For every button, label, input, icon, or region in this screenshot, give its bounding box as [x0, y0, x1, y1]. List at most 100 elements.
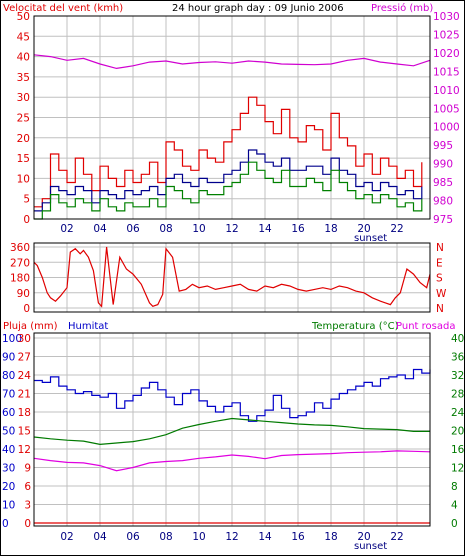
- temperature-tick-label: 16: [451, 444, 465, 456]
- pressure-tick-label: 1030: [433, 11, 460, 23]
- pressure-tick-label: 1015: [433, 66, 460, 78]
- time-tick-label-top: 06: [126, 223, 140, 235]
- humidity-panel-series: [33, 368, 431, 524]
- temperature-line: [33, 417, 430, 446]
- wind-direction-line: [33, 246, 431, 308]
- wind-speed-line: [34, 96, 423, 208]
- temperature-tick-label: 40: [451, 333, 464, 345]
- direction-tick-label: 360: [10, 242, 30, 254]
- temperature-tick-label: 8: [451, 481, 458, 493]
- wind-axis-label: Velocitat del vent (kmh): [3, 3, 123, 14]
- rain-tick-label: 18: [18, 407, 31, 419]
- rain-axis-label: Pluja (mm): [3, 321, 58, 332]
- pressure-tick-label: 995: [433, 140, 453, 152]
- time-tick-label-bottom: 16: [291, 531, 305, 543]
- temperature-tick-label: 20: [451, 426, 464, 438]
- pressure-tick-label: 980: [433, 196, 453, 208]
- time-tick-label-top: 10: [192, 223, 205, 235]
- humidity-panel-ticks: 0102030405060708090100036912151821242730…: [2, 333, 465, 543]
- wind-tick-label: 0: [23, 214, 30, 226]
- rain-tick-label: 3: [24, 500, 31, 512]
- wind-tick-label: 20: [17, 133, 30, 145]
- wind-tick-label: 30: [17, 92, 30, 104]
- compass-label: E: [436, 257, 443, 269]
- time-tick-label-bottom: 20: [357, 531, 370, 543]
- direction-tick-label: 270: [10, 257, 30, 269]
- pressure-line: [33, 54, 431, 70]
- time-tick-label-top: 02: [60, 223, 73, 235]
- wind-tick-label: 5: [23, 194, 30, 206]
- temperature-tick-label: 24: [451, 407, 465, 419]
- rain-tick-label: 21: [18, 389, 31, 401]
- compass-label: W: [436, 288, 447, 300]
- pressure-tick-label: 1000: [433, 122, 460, 134]
- wind-tick-label: 25: [17, 113, 30, 125]
- wind-panel-series: [33, 54, 431, 220]
- wind-tick-label: 10: [17, 173, 30, 185]
- humidity-tick-label: 40: [2, 444, 15, 456]
- time-tick-label-bottom: 22: [390, 531, 403, 543]
- direction-panel-frame: [33, 242, 431, 313]
- pressure-tick-label: 1025: [433, 29, 460, 41]
- humidity-tick-label: 50: [2, 426, 15, 438]
- humidity-axis-label: Humitat: [68, 321, 108, 332]
- wind-tick-label: 35: [17, 72, 30, 84]
- rain-tick-label: 24: [18, 370, 32, 382]
- time-tick-label-top: 18: [324, 223, 337, 235]
- humidity-tick-label: 70: [2, 389, 15, 401]
- wind-tick-label: 15: [17, 153, 30, 165]
- wind-min-line: [34, 161, 423, 220]
- time-tick-label-bottom: 10: [192, 531, 205, 543]
- direction-panel-series: [33, 246, 431, 308]
- humidity-tick-label: 10: [2, 500, 15, 512]
- rain-tick-label: 9: [24, 463, 31, 475]
- wind-tick-label: 50: [17, 11, 30, 23]
- pressure-tick-label: 1010: [433, 85, 460, 97]
- time-tick-label-bottom: 14: [258, 531, 272, 543]
- humidity-tick-label: 0: [2, 518, 9, 530]
- time-tick-label-top: 12: [225, 223, 238, 235]
- pressure-tick-label: 990: [433, 159, 453, 171]
- pressure-tick-label: 1005: [433, 103, 460, 115]
- direction-tick-label: 90: [17, 288, 30, 300]
- temperature-tick-label: 32: [451, 370, 464, 382]
- compass-label: S: [436, 273, 443, 285]
- temperature-tick-label: 12: [451, 463, 464, 475]
- humidity-tick-label: 80: [2, 370, 15, 382]
- time-tick-label-bottom: 12: [225, 531, 238, 543]
- humidity-tick-label: 60: [2, 407, 15, 419]
- rain-tick-label: 12: [18, 444, 31, 456]
- time-tick-label-bottom: 06: [126, 531, 140, 543]
- direction-tick-label: 180: [10, 273, 30, 285]
- temperature-tick-label: 28: [451, 389, 464, 401]
- dewpoint-line: [33, 450, 431, 472]
- humidity-tick-label: 90: [2, 352, 15, 364]
- humidity-tick-label: 20: [2, 481, 15, 493]
- time-tick-label-bottom: 18: [324, 531, 337, 543]
- time-tick-label-top: 04: [93, 223, 107, 235]
- rain-tick-label: 30: [18, 333, 31, 345]
- temperature-tick-label: 4: [451, 500, 458, 512]
- humidity-tick-label: 100: [2, 333, 22, 345]
- wind-tick-label: 45: [17, 31, 30, 43]
- pressure-tick-label: 975: [433, 214, 453, 226]
- time-tick-label-top: 20: [357, 223, 370, 235]
- direction-panel-grid: [34, 243, 430, 312]
- time-tick-label-bottom: 04: [93, 531, 107, 543]
- sunset-label-bottom: sunset: [354, 541, 387, 552]
- sunset-label-top: sunset: [354, 233, 387, 244]
- temperature-axis-label: Temperatura (°C): [311, 321, 399, 332]
- humidity-line: [34, 368, 431, 422]
- rain-tick-label: 6: [24, 481, 31, 493]
- chart-title: 24 hour graph day : 09 Junio 2006: [172, 3, 344, 14]
- wind-tick-label: 40: [17, 52, 30, 64]
- rain-tick-label: 15: [18, 426, 31, 438]
- pressure-tick-label: 1020: [433, 48, 460, 60]
- pressure-tick-label: 985: [433, 177, 453, 189]
- time-tick-label-top: 16: [291, 223, 305, 235]
- wind-panel-ticks: 0510152025303540455097598098599099510001…: [17, 11, 460, 235]
- rain-tick-label: 27: [18, 352, 31, 364]
- humidity-tick-label: 30: [2, 463, 15, 475]
- time-tick-label-bottom: 08: [159, 531, 172, 543]
